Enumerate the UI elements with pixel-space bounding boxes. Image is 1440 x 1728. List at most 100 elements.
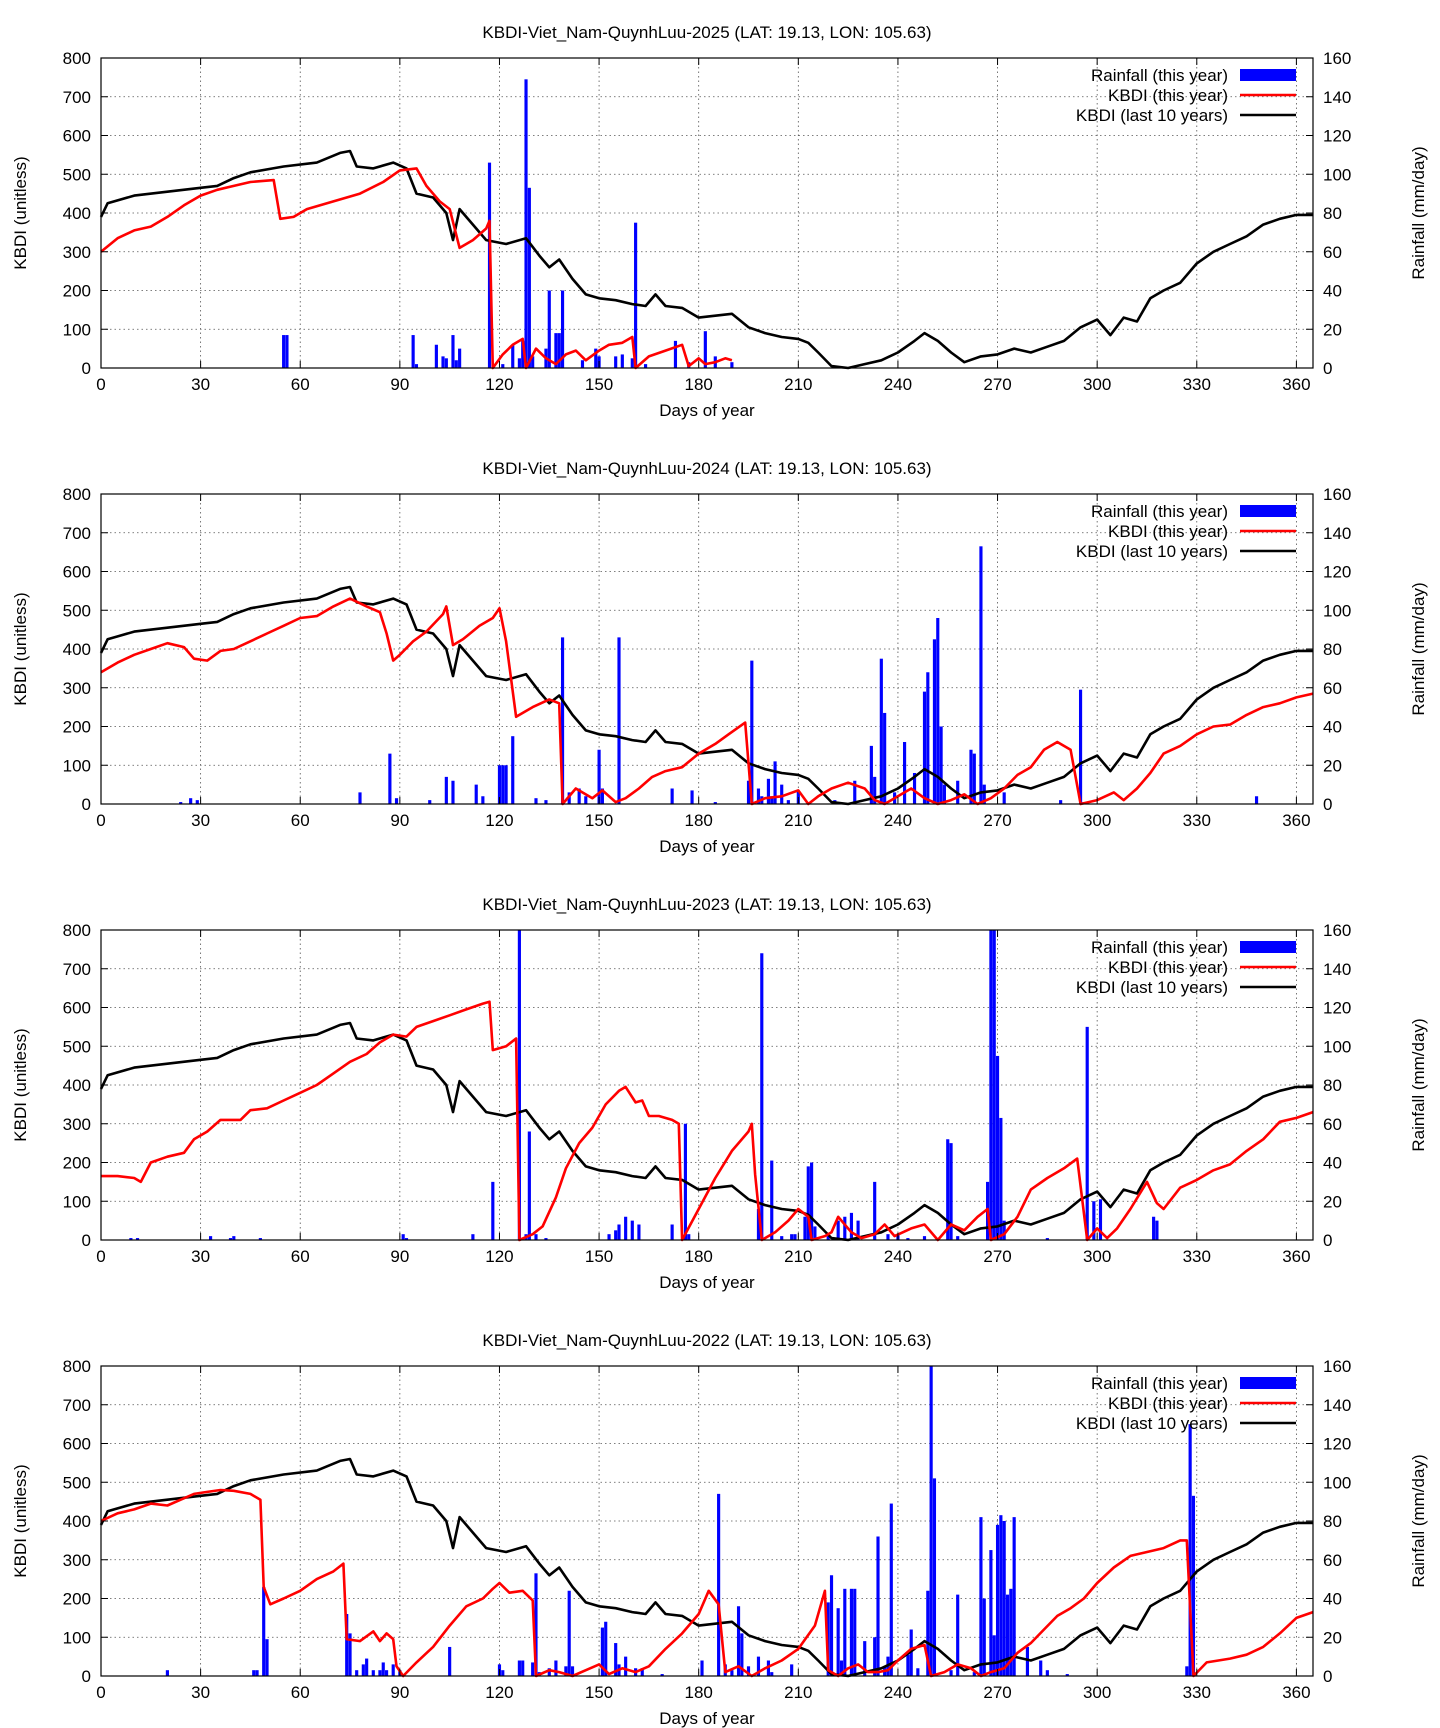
x-tick-label: 360 — [1282, 1247, 1310, 1266]
y-tick-label: 200 — [63, 1590, 91, 1609]
rainfall-bar — [624, 1656, 628, 1676]
rainfall-bar — [700, 1660, 704, 1676]
x-axis-label: Days of year — [659, 1709, 755, 1728]
kbdi-last-10-years-line — [99, 1021, 1313, 1242]
y2-tick-label: 0 — [1323, 795, 1332, 814]
y2-tick-label: 0 — [1323, 1667, 1332, 1686]
y2-tick-label: 120 — [1323, 1435, 1351, 1454]
rainfall-bar — [1025, 1646, 1030, 1676]
y-axis-label: KBDI (unitless) — [11, 592, 30, 705]
legend-swatch-bar — [1240, 941, 1296, 953]
y2-tick-label: 0 — [1323, 1231, 1332, 1250]
y-tick-label: 400 — [63, 1512, 91, 1531]
rainfall-bar — [1152, 1216, 1156, 1240]
rainfall-bar — [348, 1633, 352, 1676]
kbdi-this-year-line — [100, 1488, 1314, 1678]
rainfall-bar — [703, 331, 707, 368]
y2-axis-label: Rainfall (mm/day) — [1409, 1454, 1428, 1587]
rainfall-bar — [195, 800, 199, 804]
rainfall-bar — [345, 1614, 349, 1676]
rainfall-bar — [1078, 689, 1083, 804]
y2-tick-label: 100 — [1323, 1037, 1351, 1056]
rainfall-bar — [673, 340, 678, 368]
rainfall-bar — [770, 796, 774, 804]
rainfall-bar — [853, 1588, 857, 1676]
rainfall-bar — [135, 1238, 140, 1240]
rainfall-bar — [252, 1670, 256, 1676]
rainfall-bar — [527, 1131, 531, 1240]
rainfall-bar — [1059, 800, 1063, 804]
kbdi-last-10-years-line — [99, 585, 1313, 806]
x-tick-label: 240 — [884, 811, 912, 830]
chart-title: KBDI-Viet_Nam-QuynhLuu-2025 (LAT: 19.13,… — [482, 23, 931, 42]
rainfall-bar — [209, 1236, 213, 1240]
x-tick-label: 240 — [884, 1247, 912, 1266]
rainfall-bar — [810, 1162, 814, 1240]
rainfall-bar — [401, 1234, 405, 1240]
rainfall-bar — [999, 1117, 1003, 1240]
rainfall-bar — [992, 1635, 996, 1676]
rainfall-bar — [580, 360, 585, 368]
y-axis-label: KBDI (unitless) — [11, 1028, 30, 1141]
rainfall-bar — [388, 753, 392, 804]
y2-axis-label: Rainfall (mm/day) — [1409, 146, 1428, 279]
y-tick-label: 700 — [63, 88, 91, 107]
rainfall-bar — [258, 1238, 262, 1240]
rainfall-bar — [643, 364, 648, 368]
x-tick-label: 180 — [685, 375, 713, 394]
y2-tick-label: 100 — [1323, 165, 1351, 184]
rainfall-bar — [129, 1238, 133, 1240]
rainfall-bar — [929, 1366, 933, 1676]
rainfall-bar — [414, 364, 419, 368]
rainfall-bar — [544, 1238, 548, 1240]
rainfall-bar — [956, 1236, 960, 1240]
x-tick-label: 120 — [485, 1683, 513, 1702]
rainfall-bar — [504, 765, 508, 804]
y-tick-label: 500 — [63, 165, 91, 184]
x-tick-label: 120 — [485, 1247, 513, 1266]
rainfall-bar — [790, 1664, 794, 1676]
rainfall-bar — [404, 1238, 409, 1240]
y-tick-label: 600 — [63, 127, 91, 146]
y2-tick-label: 60 — [1323, 243, 1342, 262]
rainfall-bar — [474, 784, 478, 804]
rainfall-bar — [939, 726, 943, 804]
rainfall-bar — [906, 1654, 910, 1676]
rainfall-bar — [873, 1637, 877, 1676]
y2-tick-label: 80 — [1323, 640, 1342, 659]
x-tick-label: 0 — [96, 1247, 105, 1266]
rainfall-bar — [813, 1226, 817, 1240]
rainfall-bar — [936, 618, 940, 804]
rainfall-bar — [1009, 1588, 1013, 1676]
rainfall-bar — [391, 1664, 395, 1676]
y2-tick-label: 40 — [1323, 282, 1342, 301]
x-tick-label: 150 — [585, 1683, 613, 1702]
y2-tick-label: 0 — [1323, 359, 1332, 378]
x-tick-label: 360 — [1282, 1683, 1310, 1702]
rainfall-bar — [501, 1670, 505, 1676]
rainfall-bar — [756, 1209, 761, 1240]
rainfall-bar — [534, 798, 538, 804]
x-tick-label: 180 — [685, 1247, 713, 1266]
rainfall-bar — [946, 1139, 950, 1240]
y2-tick-label: 140 — [1323, 1396, 1351, 1415]
rainfall-bar — [411, 335, 415, 368]
y-tick-label: 300 — [63, 1551, 91, 1570]
rainfall-bar — [979, 546, 983, 804]
x-tick-label: 210 — [784, 811, 812, 830]
x-tick-label: 360 — [1282, 375, 1310, 394]
rainfall-bar — [544, 800, 548, 804]
y-tick-label: 700 — [63, 524, 91, 543]
legend-label: Rainfall (this year) — [1091, 66, 1228, 85]
rainfall-bar — [902, 742, 907, 804]
rainfall-bar — [889, 1503, 893, 1676]
rainfall-bar — [521, 1660, 525, 1676]
rainfall-bar — [740, 1633, 744, 1676]
x-tick-label: 330 — [1183, 811, 1211, 830]
x-axis-label: Days of year — [659, 401, 755, 420]
y2-tick-label: 160 — [1323, 921, 1351, 940]
legend-swatch-bar — [1240, 69, 1296, 81]
rainfall-bar — [361, 1664, 365, 1676]
rainfall-bar — [856, 1220, 860, 1240]
